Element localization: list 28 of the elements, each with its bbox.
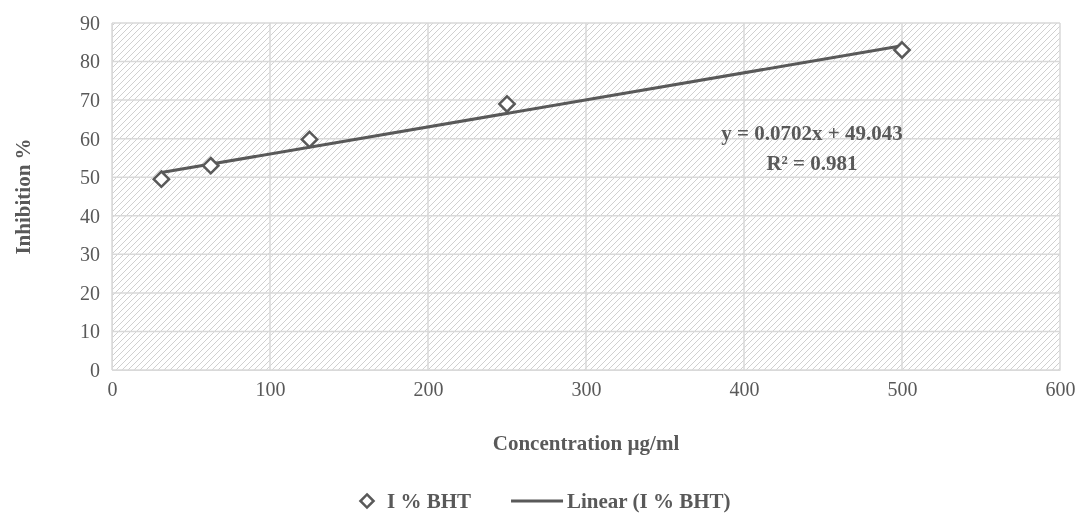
y-tick-label: 90	[80, 11, 100, 34]
legend-label: I % BHT	[387, 489, 472, 513]
x-axis-title: Concentration µg/ml	[492, 431, 680, 455]
point	[498, 95, 516, 113]
y-tick-label: 50	[80, 166, 100, 189]
annotation: y = 0.0702x + 49.043	[721, 121, 903, 145]
y-tick-label: 0	[90, 358, 100, 381]
y-tick-label: 20	[80, 281, 100, 304]
y-tick-label: 60	[80, 127, 100, 150]
annotation: R² = 0.981	[766, 151, 858, 175]
point	[893, 41, 911, 59]
y-tick-label: 30	[80, 243, 100, 266]
y-tick-label: 10	[80, 320, 100, 343]
x-tick-label: 500	[887, 378, 918, 401]
x-tick-label: 100	[255, 378, 286, 401]
y-tick-label: 40	[80, 204, 100, 227]
point	[201, 156, 220, 175]
x-tick-label: 600	[1045, 378, 1076, 401]
y-tick-label: 80	[80, 50, 100, 73]
y-axis-title: Inhibition %	[11, 138, 35, 255]
legend-label: Linear (I % BHT)	[567, 489, 731, 513]
x-tick-label: 300	[571, 378, 602, 401]
x-tick-label: 200	[413, 378, 444, 401]
y-tick-label: 70	[80, 89, 100, 112]
point	[300, 130, 319, 149]
point	[152, 170, 171, 189]
x-tick-label: 400	[729, 378, 760, 401]
x-tick-label: 0	[107, 378, 118, 401]
